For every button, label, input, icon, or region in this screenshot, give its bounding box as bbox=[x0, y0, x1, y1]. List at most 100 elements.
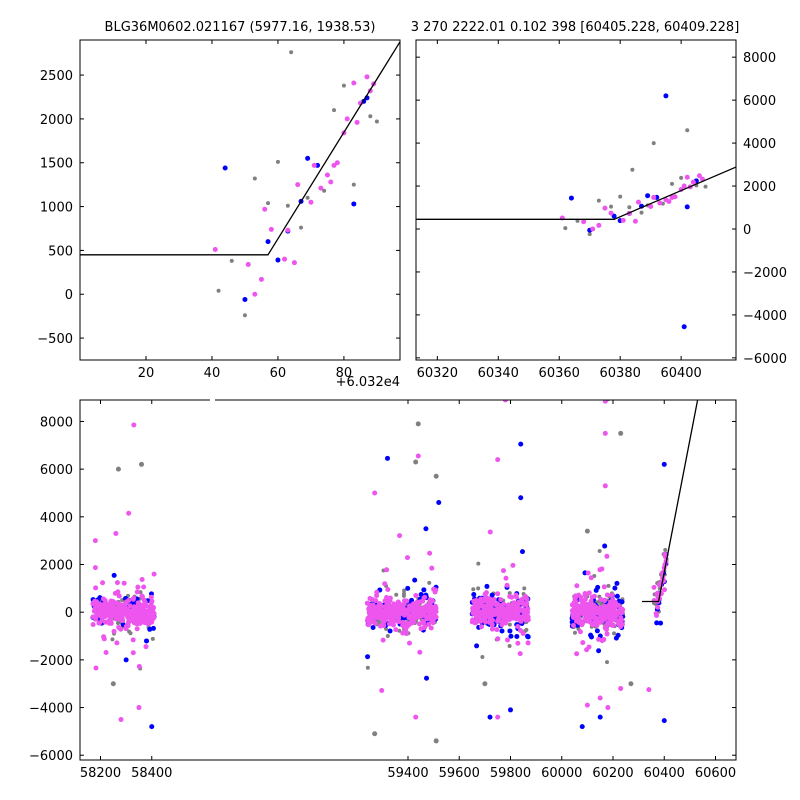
data-point bbox=[591, 602, 597, 608]
data-point bbox=[657, 200, 663, 206]
data-point bbox=[380, 637, 386, 643]
data-point bbox=[586, 590, 592, 596]
data-point bbox=[494, 610, 500, 616]
series-layer bbox=[90, 400, 699, 744]
data-point bbox=[572, 630, 577, 635]
data-point bbox=[523, 594, 529, 600]
data-point bbox=[614, 612, 620, 618]
data-point bbox=[605, 604, 611, 610]
data-point bbox=[480, 654, 485, 659]
data-point bbox=[412, 577, 418, 583]
model-line bbox=[416, 166, 736, 220]
data-point bbox=[137, 620, 143, 626]
data-point bbox=[520, 614, 526, 620]
x-tick-label: 59800 bbox=[490, 766, 531, 781]
data-point bbox=[470, 610, 476, 616]
data-point bbox=[632, 218, 638, 224]
data-point bbox=[645, 193, 651, 199]
data-point bbox=[424, 675, 430, 681]
data-point bbox=[471, 598, 477, 604]
data-point bbox=[510, 562, 516, 568]
data-point bbox=[128, 618, 134, 624]
data-point bbox=[118, 602, 124, 608]
data-point bbox=[609, 592, 615, 598]
data-point bbox=[428, 625, 434, 631]
data-point bbox=[483, 609, 489, 615]
data-point bbox=[609, 204, 614, 209]
data-point bbox=[144, 613, 150, 619]
data-point bbox=[476, 609, 482, 615]
data-point bbox=[507, 611, 513, 617]
data-point bbox=[401, 591, 406, 596]
data-point bbox=[422, 613, 428, 619]
data-point bbox=[666, 199, 672, 205]
data-point bbox=[580, 640, 586, 646]
data-point bbox=[574, 583, 580, 589]
data-point bbox=[351, 80, 357, 86]
data-point bbox=[512, 614, 518, 620]
data-point bbox=[135, 584, 141, 590]
y-tick-label: 1500 bbox=[40, 157, 73, 172]
y-tick-label: 8000 bbox=[743, 51, 776, 66]
data-point bbox=[525, 634, 531, 640]
data-point bbox=[576, 592, 582, 598]
data-point bbox=[285, 203, 290, 208]
data-point bbox=[568, 195, 574, 201]
data-point bbox=[385, 634, 390, 639]
data-point bbox=[308, 199, 314, 205]
data-point bbox=[608, 210, 614, 216]
data-point bbox=[490, 598, 496, 604]
y-tick-label: 4000 bbox=[743, 137, 776, 152]
data-point bbox=[504, 582, 510, 588]
data-point bbox=[418, 626, 424, 632]
x-tick-label: 58400 bbox=[131, 766, 172, 781]
data-point bbox=[433, 587, 439, 593]
data-point bbox=[99, 617, 105, 623]
data-point bbox=[604, 631, 610, 637]
data-point bbox=[684, 174, 690, 180]
data-point bbox=[514, 634, 520, 640]
data-point bbox=[628, 681, 634, 687]
plot-area-bottom bbox=[90, 400, 699, 744]
data-point bbox=[597, 714, 603, 720]
data-point bbox=[92, 565, 98, 571]
data-point bbox=[518, 495, 524, 501]
series-layer bbox=[80, 41, 400, 318]
data-point bbox=[513, 592, 519, 598]
panel-top-right: 3 270 2222.01 0.102 398 [60405.228, 6040… bbox=[411, 20, 787, 381]
axis-break-gap bbox=[210, 396, 215, 404]
data-point bbox=[572, 595, 578, 601]
data-point bbox=[604, 553, 610, 559]
y-tick-label: 2000 bbox=[40, 559, 73, 574]
data-point bbox=[111, 572, 117, 578]
data-point bbox=[94, 610, 100, 616]
data-point bbox=[328, 179, 334, 185]
data-point bbox=[399, 608, 405, 614]
data-point bbox=[499, 628, 505, 634]
data-point bbox=[262, 206, 268, 212]
data-point bbox=[111, 628, 117, 634]
data-point bbox=[123, 624, 129, 630]
data-point bbox=[587, 232, 592, 237]
y-tick-label: −6000 bbox=[743, 352, 787, 367]
data-point bbox=[136, 705, 142, 711]
data-point bbox=[599, 601, 604, 606]
data-point bbox=[93, 665, 99, 671]
data-point bbox=[429, 565, 435, 571]
data-point bbox=[507, 594, 513, 600]
data-point bbox=[130, 596, 136, 602]
data-point bbox=[612, 585, 618, 591]
data-point bbox=[619, 599, 625, 605]
data-point bbox=[90, 621, 96, 627]
data-point bbox=[385, 586, 391, 592]
data-point bbox=[109, 605, 115, 611]
data-point bbox=[525, 640, 531, 646]
data-point bbox=[222, 165, 228, 171]
data-point bbox=[513, 609, 519, 615]
data-point bbox=[386, 621, 392, 627]
data-point bbox=[123, 599, 129, 605]
data-point bbox=[384, 626, 389, 631]
data-point bbox=[410, 601, 416, 607]
data-point bbox=[143, 644, 149, 650]
